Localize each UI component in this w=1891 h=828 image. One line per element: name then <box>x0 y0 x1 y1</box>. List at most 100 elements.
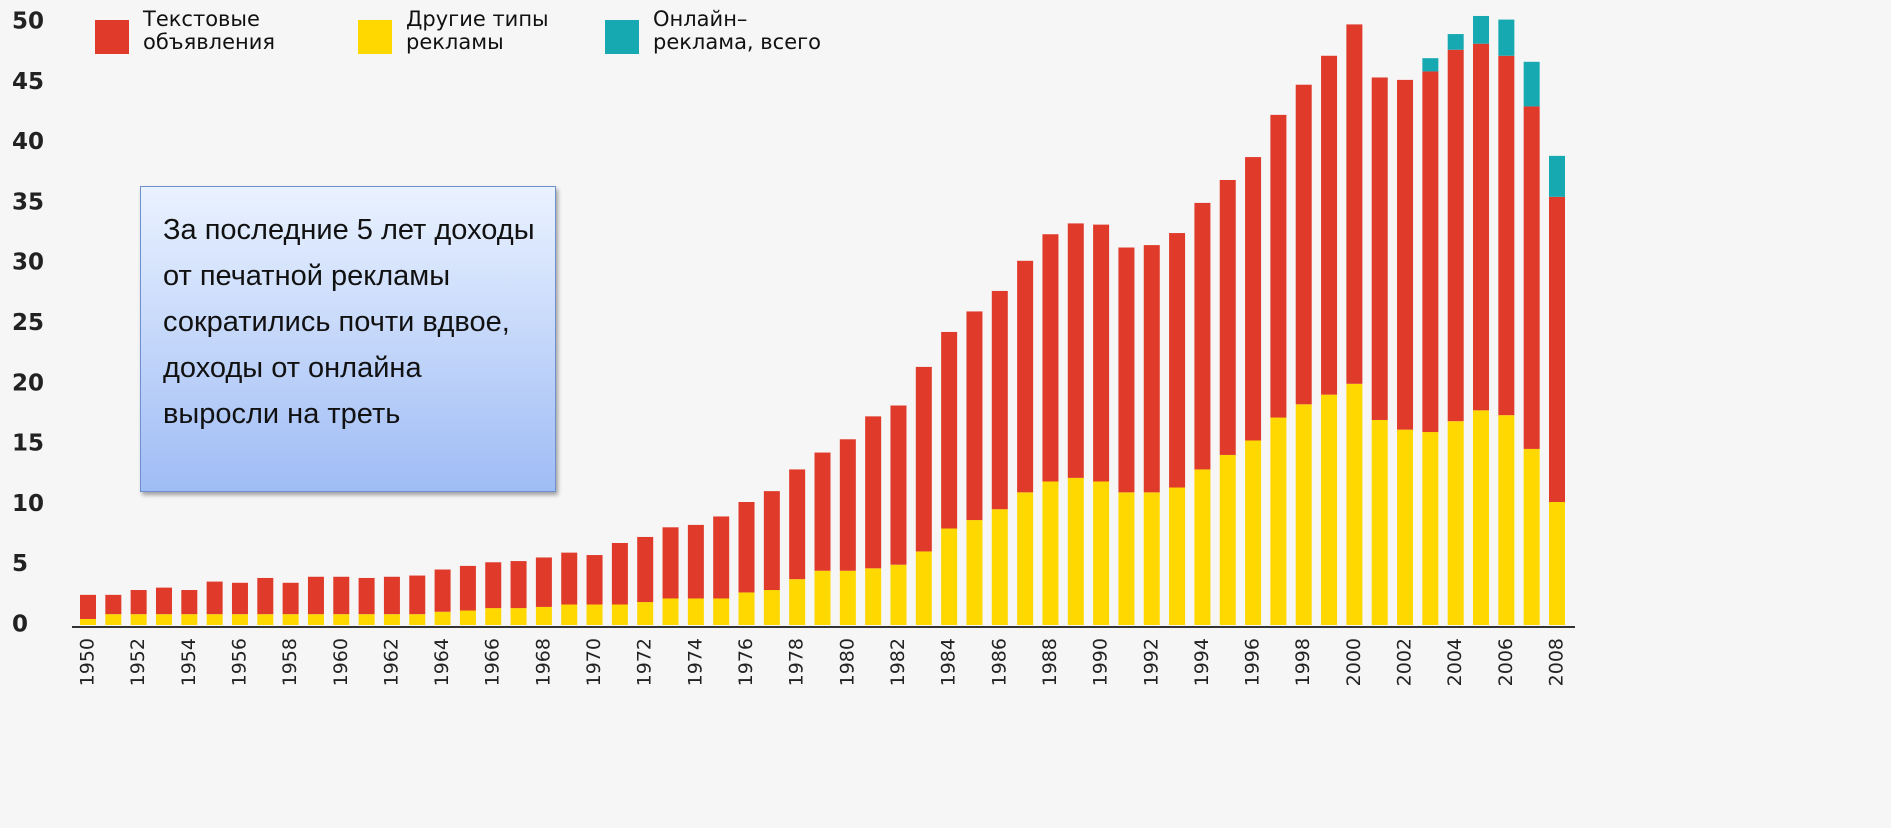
bar-segment <box>1042 234 1059 482</box>
bar-segment <box>1093 224 1110 482</box>
bar-segment <box>561 552 578 605</box>
bar-segment <box>1245 157 1262 441</box>
bar-segment <box>1143 492 1160 625</box>
x-tick-label: 1988 <box>1039 638 1061 686</box>
bar-segment <box>155 587 172 615</box>
bar-segment <box>586 604 603 625</box>
x-tick-label: 1964 <box>431 638 453 686</box>
bar-segment <box>307 576 324 615</box>
y-tick-label: 30 <box>12 250 44 276</box>
bar-segment <box>1270 417 1287 625</box>
x-tick-label: 1974 <box>684 638 706 686</box>
bar-segment <box>485 562 502 609</box>
bar-segment <box>459 610 476 625</box>
x-tick-label: 1966 <box>482 638 504 686</box>
bar-segment <box>1067 223 1084 478</box>
legend-item: Текстовые объявления <box>95 8 293 54</box>
bar-segment <box>738 592 755 625</box>
bar-segment <box>915 551 932 625</box>
legend-swatch <box>358 20 392 54</box>
bar-segment <box>1219 179 1236 455</box>
x-tick-label: 1972 <box>634 638 656 686</box>
bar-segment <box>1549 196 1565 502</box>
bar-segment <box>713 598 730 625</box>
bar-segment <box>1523 61 1540 107</box>
legend-swatch <box>605 20 639 54</box>
bar-segment <box>1447 421 1464 625</box>
bar-segment <box>358 577 375 615</box>
bar-segment <box>282 582 299 615</box>
bar-segment <box>1523 106 1540 449</box>
x-tick-label: 1994 <box>1191 638 1213 686</box>
bar-segment <box>687 524 704 599</box>
bar-segment <box>966 520 983 625</box>
bar-segment <box>1194 202 1211 470</box>
x-tick-label: 1970 <box>583 638 605 686</box>
x-tick-label: 1956 <box>228 638 250 686</box>
x-tick-label: 2008 <box>1546 638 1568 686</box>
legend-label: Другие типы рекламы <box>406 7 549 54</box>
bar-segment <box>105 614 122 625</box>
bar-segment <box>1118 247 1135 493</box>
y-tick-label: 0 <box>12 612 28 638</box>
x-tick-label: 1978 <box>786 638 808 686</box>
bar-segment <box>611 542 628 605</box>
bar-segment <box>713 516 730 599</box>
bar-segment <box>1422 432 1439 625</box>
bar-segment <box>130 590 147 615</box>
legend-label: Онлайн–реклама, всего <box>653 7 822 54</box>
bar-segment <box>155 614 172 625</box>
bar-segment <box>1321 394 1338 625</box>
bar-segment <box>814 452 831 571</box>
x-tick-label: 1998 <box>1292 638 1314 686</box>
x-tick-label: 1996 <box>1242 638 1264 686</box>
bar-segment <box>1397 79 1414 430</box>
y-tick-label: 10 <box>12 491 44 517</box>
bar-segment <box>637 602 654 625</box>
bar-segment <box>789 469 806 580</box>
bar-segment <box>434 569 451 612</box>
legend-item: Другие типы рекламы <box>358 8 556 54</box>
bar-segment <box>535 606 552 625</box>
bar-segment <box>586 555 603 605</box>
bar-segment <box>1017 492 1034 625</box>
y-tick-label: 5 <box>12 551 28 577</box>
bar-segment <box>1371 77 1388 420</box>
bar-segment <box>383 614 400 625</box>
bar-segment <box>181 614 198 625</box>
bar-segment <box>1321 55 1338 395</box>
y-tick-label: 35 <box>12 189 44 215</box>
bar-segment <box>1067 477 1084 625</box>
bar-segment <box>991 290 1008 510</box>
x-tick-label: 2002 <box>1394 638 1416 686</box>
bar-segment <box>383 576 400 615</box>
bar-segment <box>1346 383 1363 625</box>
bar-segment <box>561 604 578 625</box>
bar-segment <box>1447 34 1464 50</box>
bar-segment <box>1371 419 1388 625</box>
bar-segment <box>1498 415 1515 625</box>
annotation: За последние 5 лет доходы от печатной ре… <box>140 186 556 492</box>
bar-segment <box>763 590 780 625</box>
bar-segment <box>1118 492 1135 625</box>
x-tick-label: 1968 <box>532 638 554 686</box>
y-tick-label: 25 <box>12 310 44 336</box>
bar-segment <box>890 405 907 565</box>
bar-segment <box>80 594 96 619</box>
bar-segment <box>105 594 122 615</box>
x-tick-label: 1986 <box>988 638 1010 686</box>
bar-segment <box>865 416 882 569</box>
bar-segment <box>1498 19 1515 56</box>
y-tick-label: 50 <box>12 9 44 35</box>
bar-segment <box>358 614 375 625</box>
bar-segment <box>1093 481 1110 625</box>
bar-segment <box>333 576 350 615</box>
bar-segment <box>814 570 831 625</box>
x-tick-label: 1958 <box>279 638 301 686</box>
bar-segment <box>1017 260 1034 493</box>
bar-segment <box>789 579 806 625</box>
bar-segment <box>1245 440 1262 625</box>
bar-segment <box>434 611 451 625</box>
